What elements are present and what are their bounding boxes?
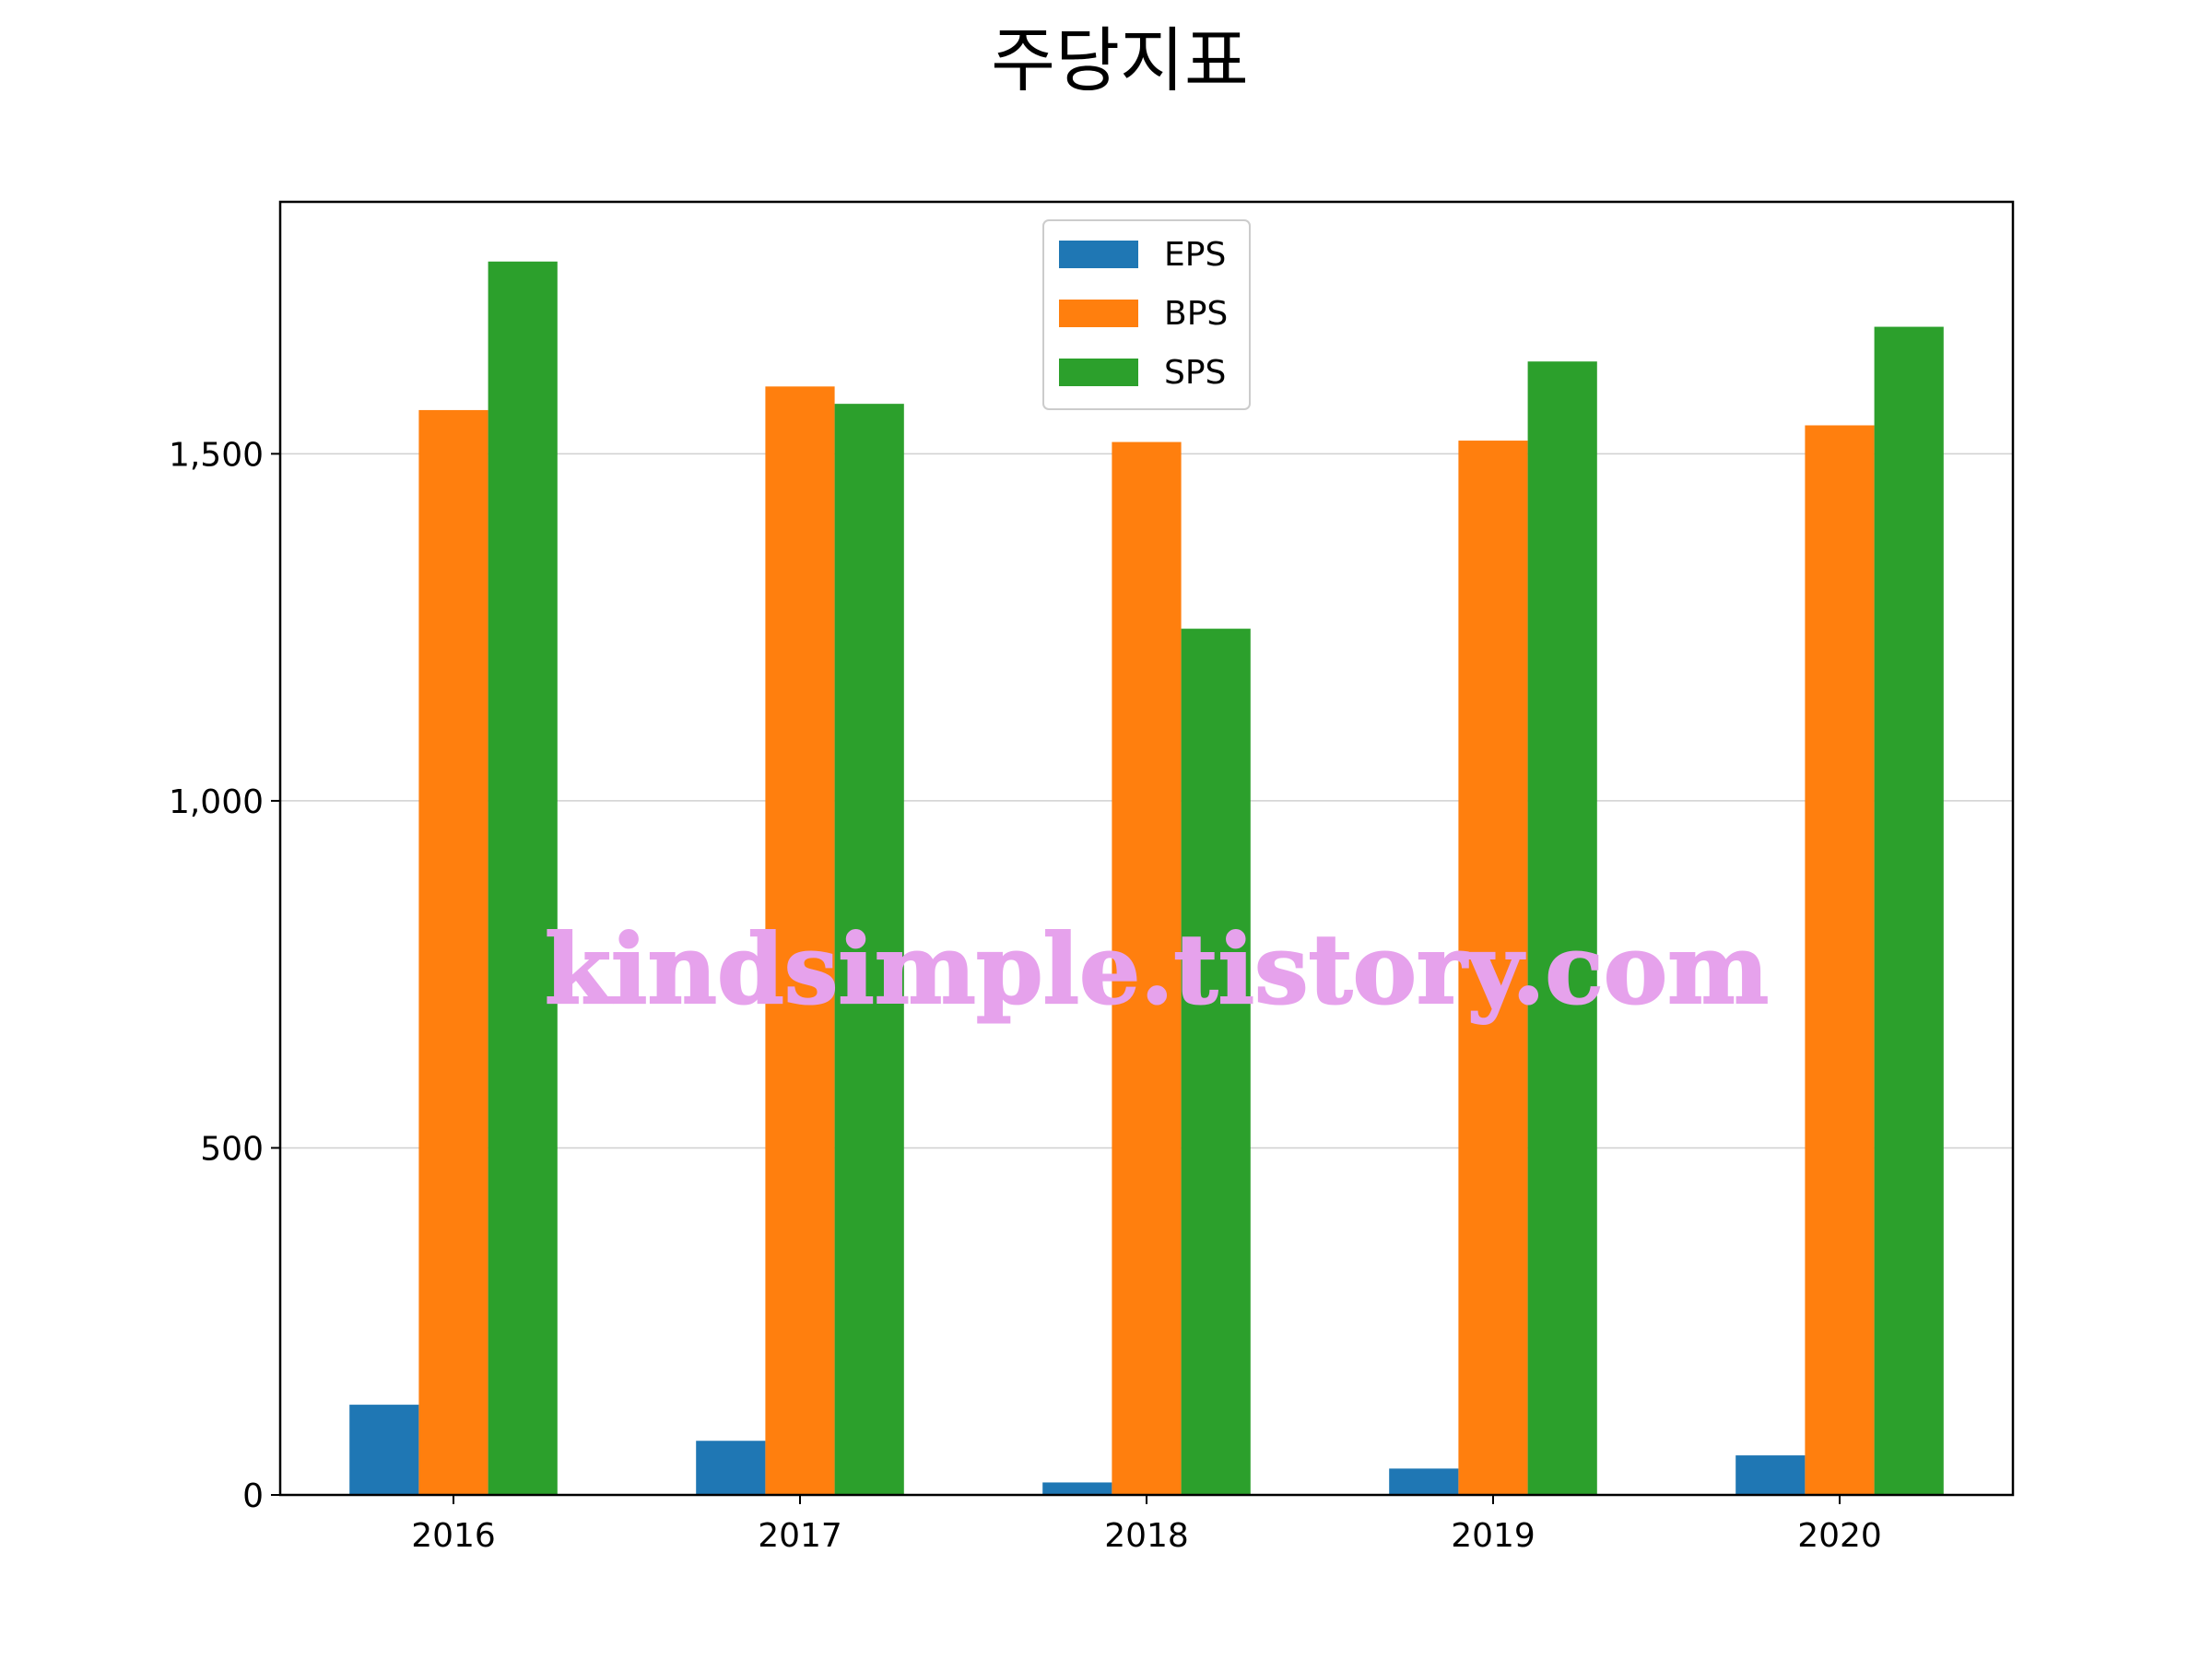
bar-bps-2018 (1112, 441, 1182, 1496)
bar-bps-2017 (765, 386, 835, 1495)
bar-eps-2016 (349, 1405, 419, 1495)
y-tick-label: 500 (200, 1130, 264, 1168)
x-tick-label: 2020 (1797, 1517, 1882, 1555)
bar-bps-2019 (1458, 441, 1528, 1495)
axes: 0 500 1,000 1,500 2016 2017 2018 2019 2020 (169, 436, 1882, 1555)
bar-bps-2016 (418, 409, 488, 1496)
legend-swatch-sps (1059, 359, 1138, 386)
y-tick-label: 1,500 (169, 436, 264, 474)
bar-sps-2016 (488, 261, 558, 1496)
bar-sps-2018 (1181, 629, 1251, 1495)
x-tick-label: 2018 (1104, 1517, 1189, 1555)
x-tick-label: 2016 (411, 1517, 496, 1555)
y-tick-label: 0 (242, 1477, 264, 1515)
legend-label-eps: EPS (1164, 236, 1226, 274)
bar-sps-2019 (1527, 361, 1597, 1496)
bar-sps-2017 (834, 404, 904, 1495)
legend-swatch-bps (1059, 300, 1138, 327)
bar-sps-2020 (1874, 326, 1944, 1495)
bar-bps-2020 (1805, 425, 1875, 1495)
bar-eps-2017 (696, 1441, 766, 1495)
y-tick-label: 1,000 (169, 783, 264, 821)
x-tick-label: 2019 (1451, 1517, 1535, 1555)
bars (349, 261, 1944, 1496)
bar-eps-2018 (1042, 1482, 1112, 1495)
bar-eps-2019 (1389, 1468, 1459, 1495)
legend-swatch-eps (1059, 241, 1138, 268)
watermark-text: kindsimple.tistory.com (545, 912, 1769, 1026)
legend-label-sps: SPS (1164, 354, 1226, 392)
chart-title: 주당지표 (991, 19, 1249, 101)
legend: EPS BPS SPS (1042, 219, 1251, 410)
bar-eps-2020 (1735, 1455, 1806, 1495)
x-tick-label: 2017 (758, 1517, 842, 1555)
legend-label-bps: BPS (1164, 295, 1228, 333)
